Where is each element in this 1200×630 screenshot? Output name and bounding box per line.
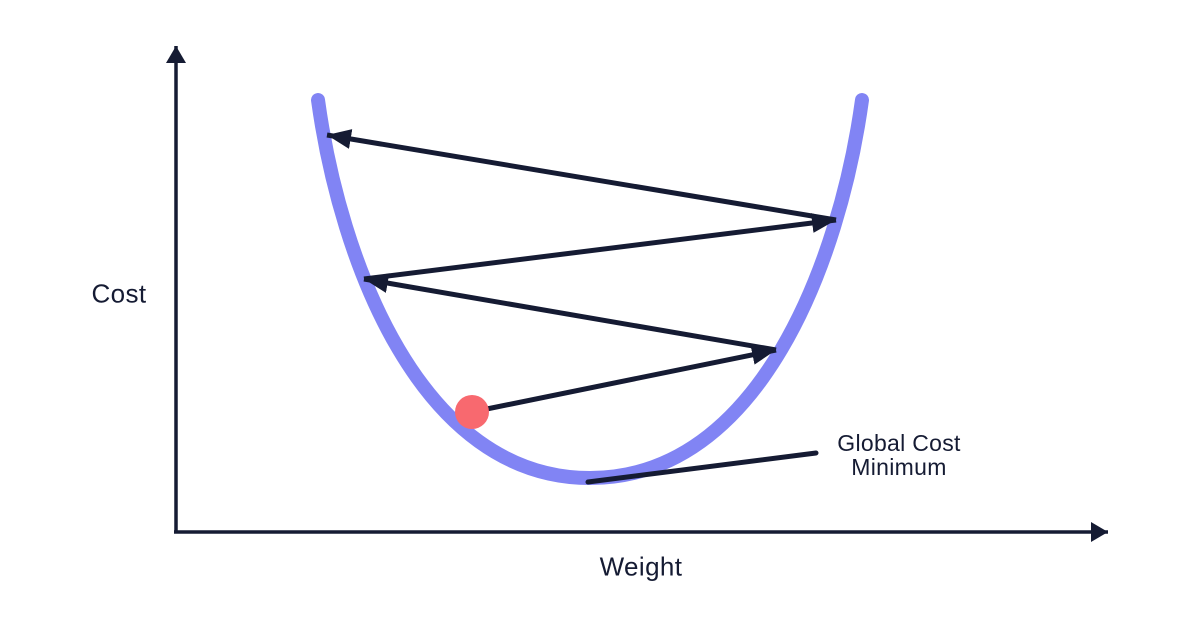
annotation-leader-line bbox=[585, 450, 819, 485]
annotation-global-cost-minimum: Global Cost Minimum bbox=[837, 431, 960, 480]
x-axis-label: Weight bbox=[599, 551, 683, 582]
descent-arrow bbox=[471, 344, 777, 415]
y-axis-label: Cost bbox=[91, 278, 147, 309]
descent-arrow bbox=[326, 129, 837, 223]
annotation-line-2: Minimum bbox=[851, 454, 947, 481]
descent-arrow bbox=[363, 273, 777, 353]
annotation-line-1: Global Cost bbox=[837, 430, 961, 456]
cost-curve bbox=[311, 93, 869, 486]
ball-dot bbox=[455, 395, 489, 429]
descent-arrow bbox=[363, 213, 837, 282]
